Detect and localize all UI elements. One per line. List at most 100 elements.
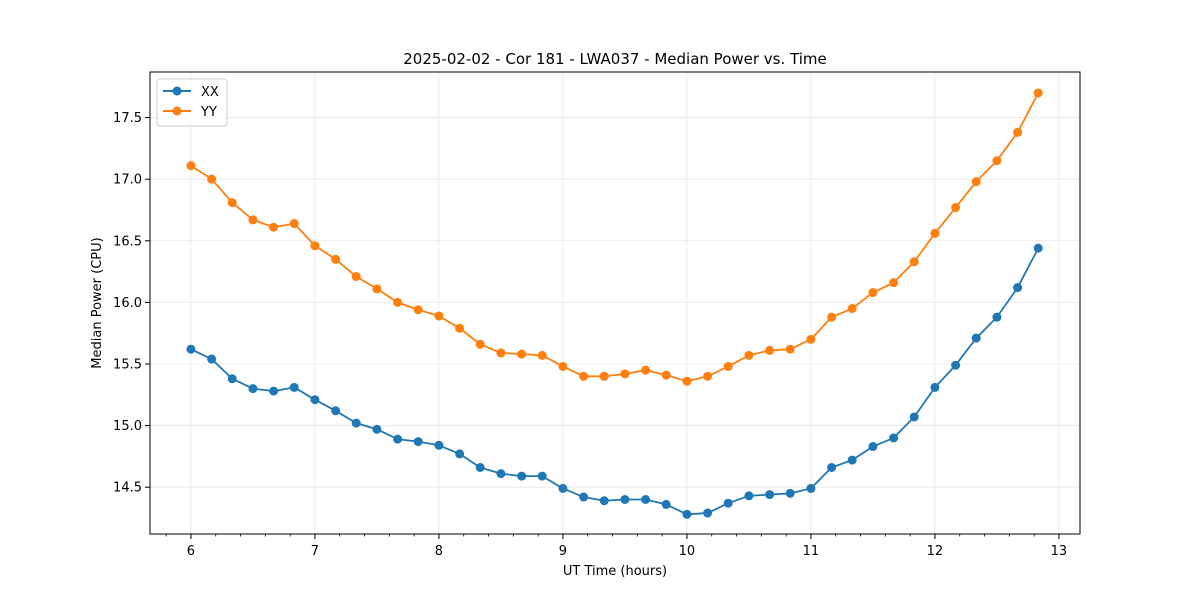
data-point-yy	[207, 174, 217, 184]
data-point-xx	[289, 382, 299, 392]
data-point-xx	[682, 509, 692, 519]
y-tick-label: 15.0	[113, 419, 142, 434]
data-point-xx	[703, 508, 713, 518]
data-point-yy	[434, 311, 444, 321]
data-point-xx	[723, 498, 733, 508]
data-point-xx	[847, 455, 857, 465]
data-point-xx	[930, 382, 940, 392]
data-point-yy	[475, 339, 485, 349]
legend-marker-yy	[172, 106, 182, 116]
data-point-xx	[868, 442, 878, 452]
legend-label-xx: XX	[201, 85, 219, 100]
data-point-xx	[537, 471, 547, 481]
data-point-yy	[1033, 88, 1043, 98]
data-point-xx	[599, 496, 609, 506]
grid-layer	[150, 72, 1080, 534]
x-tick-label: 9	[559, 544, 567, 559]
data-point-yy	[785, 344, 795, 354]
legend-marker-xx	[172, 86, 182, 96]
y-tick-label: 17.5	[113, 111, 142, 126]
data-point-xx	[331, 406, 341, 416]
data-point-xx	[227, 374, 237, 384]
data-point-yy	[269, 222, 279, 232]
data-point-yy	[930, 228, 940, 238]
data-point-yy	[496, 348, 506, 358]
data-point-yy	[971, 177, 981, 187]
data-point-yy	[951, 203, 961, 213]
chart-title: 2025-02-02 - Cor 181 - LWA037 - Median P…	[403, 50, 827, 68]
series-line-xx	[190, 247, 1040, 516]
y-tick-label: 16.0	[113, 296, 142, 311]
data-point-xx	[744, 491, 754, 501]
data-point-xx	[785, 488, 795, 498]
data-point-yy	[393, 297, 403, 307]
data-point-xx	[496, 469, 506, 479]
data-point-yy	[331, 254, 341, 264]
data-point-yy	[723, 361, 733, 371]
series-layer	[186, 88, 1043, 519]
data-point-yy	[517, 349, 527, 359]
y-tick-label: 16.5	[113, 234, 142, 249]
data-point-yy	[413, 305, 423, 315]
data-point-yy	[992, 156, 1002, 166]
data-point-yy	[310, 241, 320, 251]
x-tick-label: 13	[1051, 544, 1068, 559]
data-point-xx	[186, 344, 196, 354]
data-point-xx	[413, 437, 423, 447]
data-point-xx	[351, 418, 361, 428]
legend-label-yy: YY	[200, 105, 217, 120]
x-tick-label: 7	[311, 544, 319, 559]
data-point-xx	[393, 434, 403, 444]
data-point-yy	[744, 350, 754, 360]
data-point-yy	[558, 361, 568, 371]
data-point-yy	[455, 323, 465, 333]
data-point-yy	[227, 198, 237, 208]
data-point-xx	[992, 312, 1002, 322]
data-point-xx	[827, 462, 837, 472]
y-tick-label: 14.5	[113, 481, 142, 496]
data-point-yy	[248, 215, 258, 225]
legend: XX YY	[156, 78, 228, 127]
data-point-xx	[661, 499, 671, 509]
data-point-yy	[661, 370, 671, 380]
data-point-yy	[868, 288, 878, 298]
x-tick-label: 11	[803, 544, 820, 559]
data-point-xx	[310, 395, 320, 405]
y-axis-label: Median Power (CPU)	[90, 237, 105, 368]
data-point-xx	[434, 440, 444, 450]
data-point-xx	[971, 333, 981, 343]
data-point-xx	[1013, 283, 1023, 293]
data-point-yy	[827, 312, 837, 322]
data-point-yy	[620, 369, 630, 379]
data-point-xx	[558, 483, 568, 493]
data-point-xx	[517, 471, 527, 481]
data-point-yy	[351, 272, 361, 282]
data-point-xx	[579, 492, 589, 502]
data-point-yy	[765, 345, 775, 355]
data-point-yy	[1013, 127, 1023, 137]
data-point-yy	[889, 278, 899, 288]
x-axis-label: UT Time (hours)	[563, 564, 667, 579]
data-point-yy	[186, 161, 196, 171]
data-point-xx	[889, 433, 899, 443]
plot-frame	[149, 71, 1081, 535]
data-point-xx	[269, 386, 279, 396]
data-point-yy	[703, 371, 713, 381]
data-point-xx	[455, 449, 465, 459]
data-point-xx	[641, 495, 651, 504]
x-tick-label: 10	[679, 544, 696, 559]
data-point-xx	[372, 424, 382, 434]
series-line-yy	[190, 92, 1040, 383]
data-point-xx	[620, 495, 630, 504]
data-point-xx	[951, 360, 961, 370]
x-tick-label: 8	[435, 544, 443, 559]
x-tick-label: 12	[927, 544, 944, 559]
y-tick-label: 15.5	[113, 357, 142, 372]
data-point-xx	[475, 462, 485, 472]
data-point-xx	[207, 354, 217, 364]
data-point-yy	[847, 304, 857, 314]
x-tick-label: 6	[187, 544, 195, 559]
data-point-yy	[579, 371, 589, 381]
data-point-xx	[1033, 243, 1043, 253]
